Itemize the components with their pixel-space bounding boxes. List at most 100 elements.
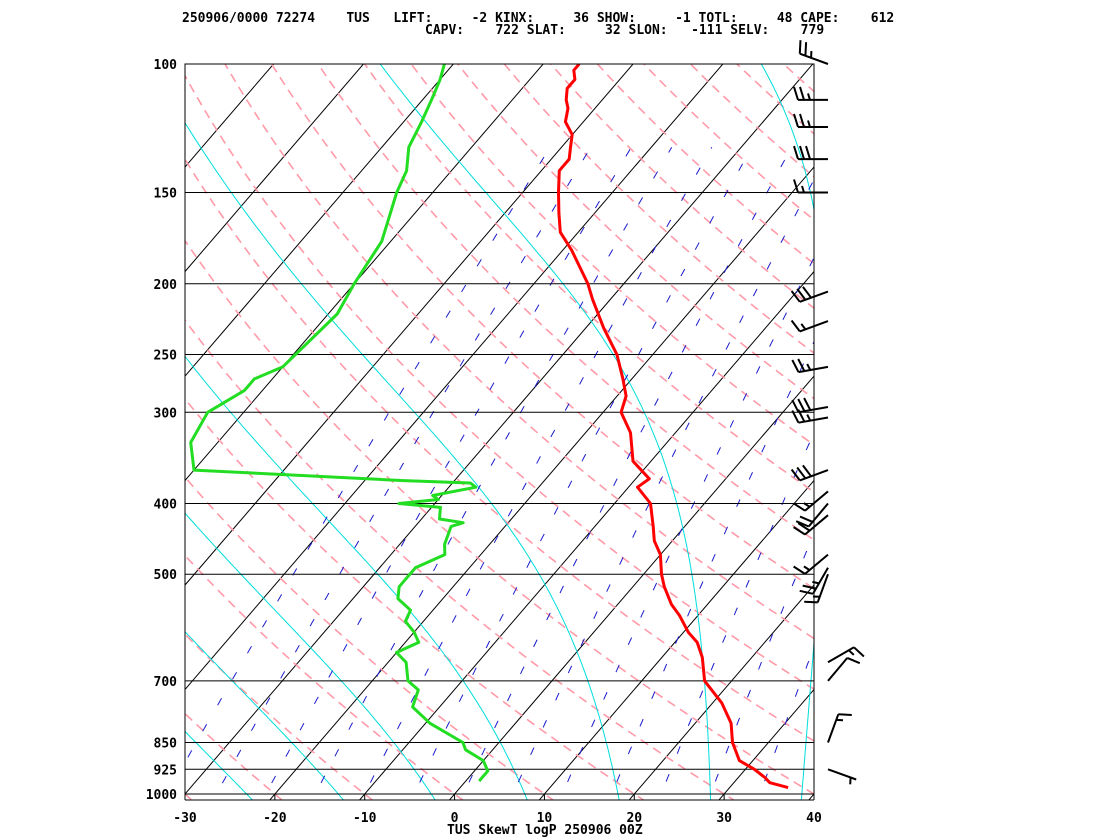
wind-barb [799,567,829,595]
wind-barb [790,464,829,482]
isotherm-line [185,64,634,586]
mixing-ratio-line [806,779,814,800]
mixing-ratio-line [509,178,814,800]
dry-adiabat-line [185,318,736,800]
wind-barb [793,113,828,128]
dry-adiabat-line [782,64,814,93]
x-tick-label: 20 [626,811,642,826]
wind-barb [793,514,829,536]
x-tick-label: 30 [716,811,732,826]
isotherm-line [628,584,814,800]
isotherm-line [538,479,814,800]
plot-frame [184,63,815,795]
mixing-ratio-line [361,146,713,800]
header-line-2: CAPV: 722 SLAT: 32 SLON: -111 SELV: 779 [425,23,824,38]
dry-adiabat-line [224,64,814,640]
y-tick-label: 250 [154,348,178,363]
dry-adiabat-line [735,64,814,135]
wind-barb [827,656,861,682]
x-tick-label: -10 [353,811,377,826]
wind-barb [793,490,829,512]
dewpoint-trace [189,64,490,783]
x-tick-label: 0 [451,811,459,826]
isotherm-line [185,64,814,795]
mixing-ratio-line [410,146,753,800]
moist-adiabat-line [0,508,82,809]
x-tick-label: -20 [263,811,287,826]
dry-adiabat-line [185,792,193,800]
trace-layer [189,64,789,790]
isotherm-line [185,64,724,691]
wind-barb [793,553,829,575]
wind-barb [791,409,829,424]
header-line-1: 250906/0000 72274 TUS LIFT: -2 KINX: 36 … [182,11,894,26]
dry-adiabat-line [689,64,814,178]
y-tick-label: 500 [154,568,178,583]
y-tick-label: 300 [154,406,178,421]
dry-adiabat-line [410,64,814,446]
y-tick-label: 150 [154,187,178,202]
wind-barb [793,145,828,161]
mixing-ratio-line [559,256,814,800]
moist-adiabat-line [185,512,436,800]
moist-adiabat-line [185,121,620,800]
isotherm-line [185,64,544,482]
dry-adiabat-line [456,64,814,400]
dry-adiabat-line [185,712,284,800]
isotherm-line [448,375,814,800]
wind-barb [790,319,829,333]
isotherm-line [808,793,814,800]
x-tick-label: -30 [173,811,197,826]
isotherm-line [0,48,198,810]
moist-adiabat-line [185,631,345,800]
mixing-ratio-line [608,340,814,800]
dry-adiabat-line [812,48,1120,810]
isotherm-line [185,64,365,273]
wind-barb [790,286,829,303]
temperature-trace [557,64,789,790]
mixing-ratio-line [707,532,814,800]
dry-adiabat-line [185,397,645,800]
isotherm-line [185,64,455,377]
grid-layer [0,48,1120,810]
isotherm-line [269,166,814,800]
y-tick-label: 400 [154,498,178,513]
dry-adiabat-line [317,64,814,541]
y-tick-label: 850 [154,736,178,751]
y-tick-label: 100 [154,58,178,73]
dry-adiabat-line [185,554,465,800]
isotherm-line [0,48,108,810]
wind-barb [795,502,829,528]
moist-adiabat-line [760,64,814,800]
chart-title: TUS SkewT logP 250906 00Z [447,823,643,838]
wind-barb [791,397,829,414]
dry-adiabat-line [185,239,814,795]
dry-adiabat-line [270,64,814,590]
wind-barb [827,768,857,785]
wind-barb [798,40,829,65]
moist-adiabat-line [185,355,528,800]
wind-barb [793,179,828,194]
y-tick-label: 1000 [146,788,177,803]
mixing-ratio-line [460,146,793,800]
wind-barb [793,86,828,101]
dry-adiabat-line [185,633,374,800]
dry-adiabat-line [642,64,814,221]
mixing-ratio-line [954,147,1120,809]
mixing-ratio-line [658,431,814,800]
moist-adiabat-line [0,461,172,809]
dry-adiabat-line [596,64,814,265]
wind-barbs [790,40,865,785]
wind-barb [827,646,865,664]
isotherm-line [718,688,814,800]
wind-barb [791,358,829,374]
wind-barb [804,573,829,604]
dry-adiabat-line [185,74,814,691]
x-tick-label: 10 [537,811,553,826]
dry-adiabat-line [185,476,555,800]
dry-adiabat-line [503,64,814,355]
y-tick-label: 925 [154,763,177,778]
mixing-ratio-line [904,147,1120,809]
dry-adiabat-line [549,64,814,310]
